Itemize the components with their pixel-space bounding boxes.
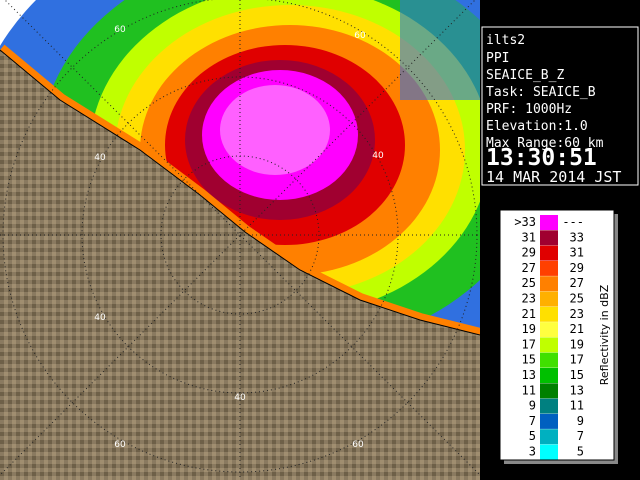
legend-swatch — [540, 306, 558, 322]
time: 13:30:51 — [486, 145, 597, 171]
legend-low: 5 — [529, 429, 536, 443]
legend-low: 29 — [522, 246, 536, 260]
legend-swatch — [540, 230, 558, 246]
legend-swatch — [540, 368, 558, 383]
radar-name: ilts2 — [486, 33, 525, 48]
legend-swatch — [540, 215, 558, 230]
legend-high: 19 — [570, 337, 584, 351]
legend-low: 9 — [529, 399, 536, 413]
legend-low: 27 — [522, 261, 536, 275]
legend-high: 15 — [570, 368, 584, 382]
legend-swatch — [540, 276, 558, 292]
legend-swatch — [540, 337, 558, 353]
legend-low: 19 — [522, 322, 536, 336]
range-label: 40 — [372, 151, 384, 161]
legend-high: 13 — [570, 383, 584, 397]
legend-high: 33 — [570, 230, 584, 244]
legend-swatch — [540, 245, 558, 261]
legend-high: 23 — [570, 307, 584, 321]
legend-high: 17 — [570, 353, 584, 367]
range-label: 60 — [352, 440, 364, 450]
mode: PPI — [486, 51, 509, 66]
legend-swatch — [540, 398, 558, 414]
legend-low: 17 — [522, 337, 536, 351]
legend-low: 11 — [522, 383, 536, 397]
date: 14 MAR 2014 JST — [486, 168, 621, 186]
legend-swatch — [540, 444, 558, 460]
legend-high: 9 — [577, 414, 584, 428]
legend-low: 31 — [522, 230, 536, 244]
legend-low: >33 — [514, 215, 536, 229]
product: SEAICE_B_Z — [486, 68, 564, 83]
legend-title: Reflectivity in dBZ — [598, 284, 611, 385]
range-rings — [0, 0, 480, 480]
legend-low: 13 — [522, 368, 536, 382]
legend-swatch — [540, 413, 558, 429]
range-labels: 60 60 40 40 40 40 60 60 — [94, 25, 384, 450]
range-label: 60 — [354, 31, 366, 41]
legend-high: 11 — [570, 399, 584, 413]
elevation: Elevation:1.0 — [486, 119, 588, 134]
coastline — [0, 49, 480, 336]
legend-swatch — [540, 429, 558, 445]
legend-low: 3 — [529, 445, 536, 459]
legend-swatch — [540, 352, 558, 368]
range-label: 60 — [114, 25, 126, 35]
legend-low: 15 — [522, 353, 536, 367]
legend-low: 23 — [522, 292, 536, 306]
legend-swatch — [540, 260, 558, 276]
legend-high: 21 — [570, 322, 584, 336]
legend-high: 5 — [577, 445, 584, 459]
legend-high: 25 — [570, 292, 584, 306]
legend-low: 21 — [522, 307, 536, 321]
legend-high: --- — [562, 215, 584, 229]
legend-high: 29 — [570, 261, 584, 275]
legend-swatch — [540, 291, 558, 307]
range-label: 40 — [94, 153, 106, 163]
max-range: Max Range:60 km — [486, 136, 604, 151]
legend-low: 7 — [529, 414, 536, 428]
legend-high: 7 — [577, 429, 584, 443]
legend-high: 31 — [570, 246, 584, 260]
prf: PRF: 1000Hz — [486, 102, 572, 117]
legend-swatch — [540, 322, 558, 338]
range-label: 60 — [114, 440, 126, 450]
task: Task: SEAICE_B — [486, 85, 596, 100]
legend-low: 25 — [522, 276, 536, 290]
legend-swatch — [540, 383, 558, 399]
info-panel: ilts2 PPI SEAICE_B_Z Task: SEAICE_B PRF:… — [481, 26, 639, 186]
range-label: 40 — [94, 313, 106, 323]
legend-high: 27 — [570, 276, 584, 290]
range-label: 40 — [234, 393, 246, 403]
